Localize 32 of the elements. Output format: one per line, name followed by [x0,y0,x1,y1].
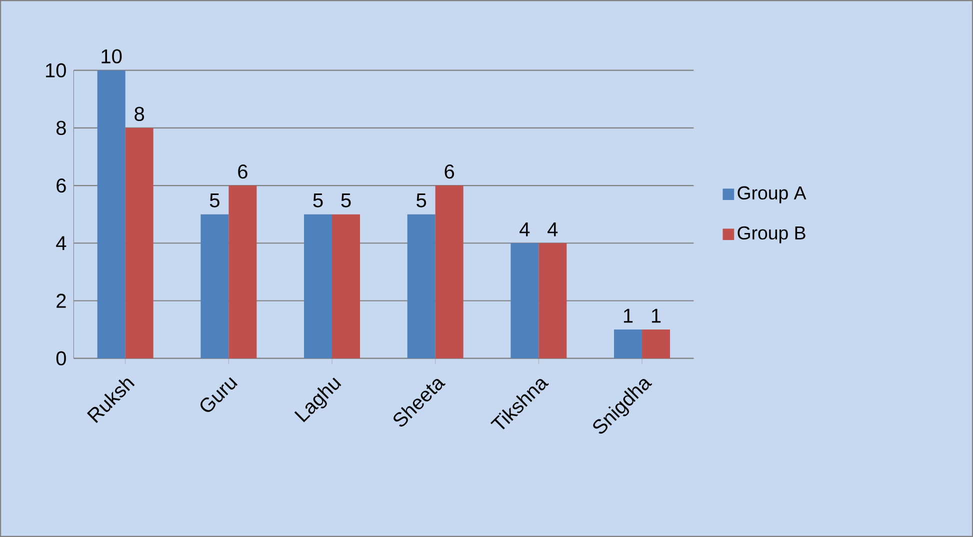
data-label: 5 [416,193,426,208]
bar [125,128,154,358]
y-tick-label: 8 [56,120,66,136]
bar [642,330,670,358]
data-label: 4 [548,222,558,236]
data-label: 1 [624,308,633,323]
bar [510,243,539,358]
bar [614,330,642,358]
bar [228,186,257,358]
legend-label: Group B [738,226,806,244]
data-label: 6 [238,164,248,179]
data-label: 8 [134,106,144,121]
bar [97,70,126,358]
data-label: 6 [444,164,454,179]
bar [538,243,567,358]
y-tick-label: 4 [56,236,66,250]
data-label: 1 [652,308,661,323]
y-tick-label: 10 [46,63,66,78]
bar [304,214,332,358]
data-label: 5 [341,193,351,208]
legend-label: Group A [738,186,806,204]
y-tick-label: 2 [56,294,66,308]
y-tick-label: 0 [56,351,66,366]
data-label: 5 [313,193,323,208]
data-label: 4 [520,222,530,236]
data-label: 10 [102,49,122,64]
bar [332,214,360,358]
bar [200,214,229,358]
bar [407,214,436,358]
data-label: 5 [210,193,220,208]
bar [435,186,464,358]
y-tick-label: 6 [56,178,66,193]
